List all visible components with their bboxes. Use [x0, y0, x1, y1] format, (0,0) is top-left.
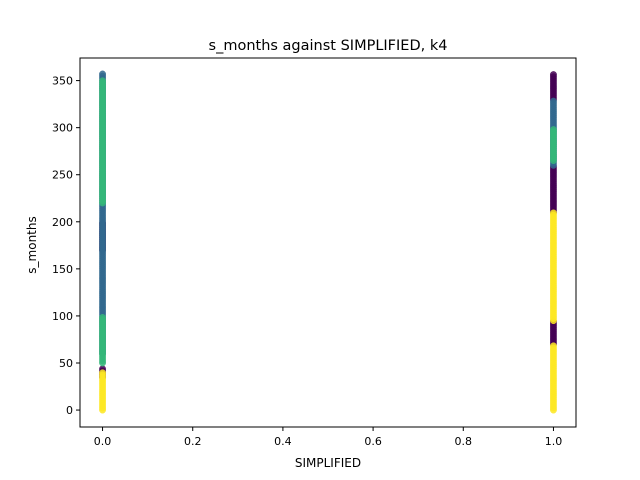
y-tick-label: 300	[52, 122, 73, 135]
x-axis-label: SIMPLIFIED	[295, 456, 361, 470]
data-point-cluster-3	[550, 342, 557, 350]
y-axis-label: s_months	[25, 216, 39, 273]
x-tick-label: 0.4	[274, 435, 292, 448]
data-point-cluster-3	[550, 209, 557, 217]
x-tick-label: 0.0	[94, 435, 112, 448]
y-axis-ticks: 0 50 100 150 200 250 300 350	[52, 75, 80, 417]
y-tick-label: 0	[66, 404, 73, 417]
y-tick-label: 250	[52, 169, 73, 182]
data-point-cluster-2	[99, 77, 106, 85]
data-point-cluster-2	[550, 126, 557, 133]
data-point-cluster-1	[550, 97, 557, 105]
data-points	[99, 70, 557, 414]
x-tick-label: 1.0	[545, 435, 563, 448]
y-tick-label: 200	[52, 216, 73, 229]
y-tick-label: 100	[52, 310, 73, 323]
x-axis-ticks: 0.0 0.2 0.4 0.6 0.8 1.0	[94, 427, 562, 448]
data-point-cluster-2	[99, 314, 106, 321]
chart-title: s_months against SIMPLIFIED, k4	[209, 38, 448, 54]
y-tick-label: 50	[59, 357, 73, 370]
y-tick-label: 350	[52, 75, 73, 88]
data-point-cluster-3	[99, 369, 106, 377]
y-tick-label: 150	[52, 263, 73, 276]
x-tick-label: 0.6	[364, 435, 382, 448]
x-tick-label: 0.2	[184, 435, 202, 448]
x-tick-label: 0.8	[455, 435, 473, 448]
plot-frame	[79, 57, 577, 428]
data-point-cluster-0	[550, 71, 557, 78]
data-point-cluster-1	[99, 70, 106, 78]
